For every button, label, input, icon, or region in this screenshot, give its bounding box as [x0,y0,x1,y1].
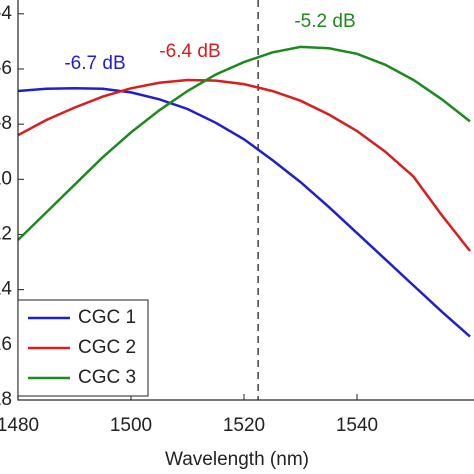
annotation: -6.4 dB [159,41,220,62]
legend-label: CGC 1 [78,307,136,328]
legend-label: CGC 3 [78,367,136,388]
annotation: -6.7 dB [64,53,125,74]
x-tick-label: 1520 [223,415,265,436]
y-tick-label: -14 [0,279,12,300]
x-tick-label: 1500 [110,415,152,436]
line-series [17,78,471,252]
y-tick-label: -12 [0,223,12,244]
y-tick-label: -16 [0,334,12,355]
x-axis-label: Wavelength (nm) [165,449,309,470]
line-series [17,45,471,241]
y-tick-label: -8 [0,113,12,134]
y-tick-label: -4 [0,3,12,24]
y-tick-label: -6 [0,58,12,79]
x-tick-label: 1540 [336,415,378,436]
line-series [17,87,471,338]
y-tick-label: -10 [0,168,12,189]
x-tick-label: 1480 [0,415,39,436]
annotation: -5.2 dB [294,11,355,32]
axes-frame [17,0,474,401]
legend-label: CGC 2 [78,337,136,358]
y-tick-label: -18 [0,389,12,410]
